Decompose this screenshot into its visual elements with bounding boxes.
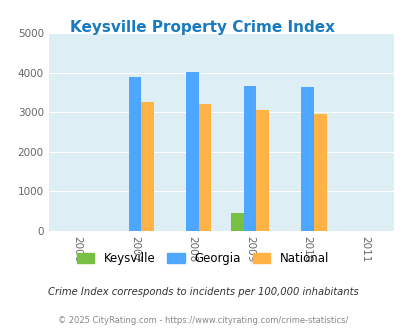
Legend: Keysville, Georgia, National: Keysville, Georgia, National bbox=[73, 248, 332, 269]
Bar bbox=[186, 72, 198, 231]
Bar bbox=[243, 86, 256, 231]
Bar bbox=[198, 104, 211, 231]
Bar bbox=[256, 110, 269, 231]
Bar bbox=[128, 77, 141, 231]
Text: Keysville Property Crime Index: Keysville Property Crime Index bbox=[70, 20, 335, 35]
Bar bbox=[301, 87, 313, 231]
Bar bbox=[141, 102, 153, 231]
Bar bbox=[313, 114, 326, 231]
Text: Crime Index corresponds to incidents per 100,000 inhabitants: Crime Index corresponds to incidents per… bbox=[47, 287, 358, 297]
Text: © 2025 CityRating.com - https://www.cityrating.com/crime-statistics/: © 2025 CityRating.com - https://www.city… bbox=[58, 315, 347, 325]
Bar bbox=[230, 213, 243, 231]
